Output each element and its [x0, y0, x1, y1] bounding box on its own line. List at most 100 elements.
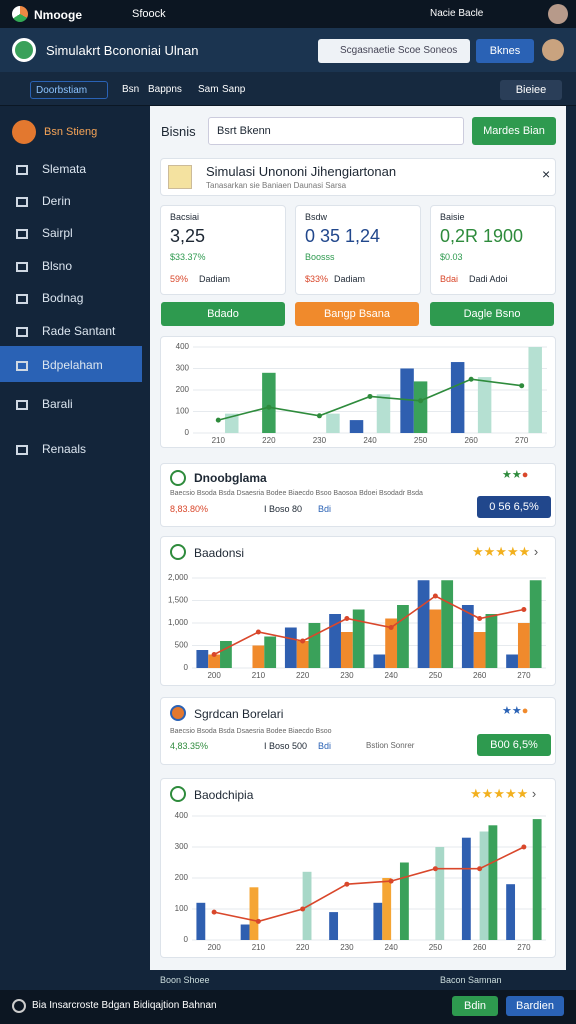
bottom-button[interactable]: Bardien: [506, 996, 564, 1016]
action-button[interactable]: Bangp Bsana: [295, 302, 419, 326]
avatar[interactable]: [548, 4, 568, 24]
card-icon: [170, 786, 186, 802]
x-tick-label: 210: [252, 943, 266, 952]
sidebar-item[interactable]: Rade Santant: [16, 324, 115, 338]
y-tick-label: 300: [176, 364, 190, 373]
sidebar-label: Bdpelaham: [42, 358, 103, 372]
bar: [400, 368, 414, 433]
bar: [376, 394, 391, 433]
sidebar-icon: [16, 164, 28, 175]
sidebar-label: Rade Santant: [42, 324, 116, 338]
line-point: [367, 393, 373, 399]
bottom-button[interactable]: Bdin: [452, 996, 498, 1016]
line-point: [344, 881, 350, 887]
sidebar-item[interactable]: Blsno: [16, 259, 72, 273]
header-button[interactable]: Bknes: [476, 39, 534, 63]
bar: [196, 650, 209, 668]
y-tick-label: 100: [175, 904, 189, 913]
line-point: [344, 616, 350, 621]
chart-title: Baadonsi: [194, 546, 245, 560]
footer-left: Boon Shoee: [160, 975, 210, 985]
card-desc: Baecsio Bsoda Bsda Dsaesria Bodee Biaecd…: [170, 490, 423, 497]
sidebar-item[interactable]: Renaals: [16, 442, 86, 456]
toolbar-item[interactable]: Sanp: [222, 84, 246, 95]
hero-subtitle: Tanasarkan sie Baniaen Daunasi Sarsa: [206, 181, 347, 190]
y-tick-label: 0: [184, 663, 189, 672]
rating: ★★●: [502, 705, 529, 717]
x-tick-label: 240: [363, 436, 377, 445]
main-search[interactable]: Bsrt Bkenn: [208, 117, 464, 145]
line-point: [255, 918, 261, 924]
stat-value: 0,2R 1900: [440, 226, 524, 246]
x-tick-label: 270: [517, 943, 531, 952]
info-card: [160, 463, 556, 527]
sidebar-label: Blsno: [42, 259, 73, 273]
card-button[interactable]: B00 6,5%: [477, 734, 551, 756]
toolbar-button[interactable]: Bieiee: [500, 80, 562, 100]
bar: [532, 819, 542, 940]
line-point: [521, 844, 527, 850]
tab-label[interactable]: Sfoock: [132, 8, 166, 20]
x-tick-label: 210: [252, 671, 266, 680]
card-desc: Baecsio Bsoda Bsda Dsaesria Bodee Biaecd…: [170, 728, 332, 735]
stat-label: Baisie: [440, 212, 465, 222]
x-tick-label: 230: [340, 943, 354, 952]
stat-change: $33.37%: [170, 252, 206, 262]
x-tick-label: 270: [515, 436, 529, 445]
search-box[interactable]: Scgasnaetie Scoe Soneos: [318, 39, 470, 63]
app-name: Nmooge: [34, 8, 82, 22]
sidebar-item[interactable]: Slemata: [16, 162, 86, 176]
bar: [435, 847, 445, 940]
action-button[interactable]: Dagle Bsno: [430, 302, 554, 326]
card-extra: Bstion Sonrer: [366, 741, 415, 750]
footer-right: Bacon Samnan: [440, 975, 502, 985]
bar: [208, 654, 221, 668]
bar: [529, 580, 542, 668]
bar: [461, 605, 474, 668]
toolbar-item[interactable]: Bsn: [122, 84, 140, 95]
line-point: [477, 866, 483, 872]
stat-note: $33%: [305, 274, 329, 284]
y-tick-label: 0: [185, 428, 190, 437]
y-tick-label: 100: [176, 407, 190, 416]
stat-note: Dadi Adoi: [469, 274, 508, 284]
action-button[interactable]: Bdado: [161, 302, 285, 326]
y-tick-label: 200: [175, 873, 189, 882]
toolbar-item[interactable]: Bappns: [148, 84, 182, 95]
sidebar-item[interactable]: Bodnag: [16, 291, 83, 305]
y-tick-label: 1,000: [168, 618, 189, 627]
stat-note: Bdai: [440, 274, 459, 284]
dropdown[interactable]: Doorbstiam: [30, 81, 108, 99]
close-icon[interactable]: ×: [542, 166, 551, 182]
sidebar-item[interactable]: Barali: [16, 397, 73, 411]
x-tick-label: 220: [296, 943, 310, 952]
stat-card: Baisie 0,2R 1900 $0.03 Bdai Dadi Adoi: [430, 205, 556, 295]
toolbar-item[interactable]: Sam: [198, 84, 219, 95]
line-point: [300, 638, 306, 644]
bar: [349, 420, 364, 433]
rating: ★★★★★ ›: [470, 786, 537, 801]
bar: [441, 580, 454, 668]
card-tag: Bdi: [318, 504, 332, 514]
status-right: Nacie Bacle: [430, 8, 484, 19]
profile-name: Bsn Stieng: [44, 126, 98, 138]
sidebar-label: Derin: [42, 194, 71, 208]
y-tick-label: 300: [175, 842, 189, 851]
line-point: [521, 607, 527, 612]
chart-title: Baodchipia: [194, 788, 254, 802]
main-button[interactable]: Mardes Bian: [472, 117, 556, 145]
chart: 0 500 1,000 1,500 2,000 200 210 220 230 240 250 260…: [168, 573, 546, 680]
sidebar-item[interactable]: Derin: [16, 194, 71, 208]
x-tick-label: 210: [212, 436, 226, 445]
sidebar-item[interactable]: Sairpl: [16, 226, 73, 240]
card-button[interactable]: 0 56 6,5%: [477, 496, 551, 518]
bottom-icon: [12, 999, 26, 1013]
bar: [296, 641, 309, 668]
active-item-bg: [0, 346, 142, 382]
user-avatar[interactable]: [542, 39, 564, 61]
bar: [240, 924, 250, 940]
sidebar-item[interactable]: Bdpelaham: [16, 358, 103, 372]
sidebar-icon: [16, 196, 28, 207]
card-change: 8,83.80%: [170, 504, 209, 514]
status-bar: [0, 0, 576, 28]
